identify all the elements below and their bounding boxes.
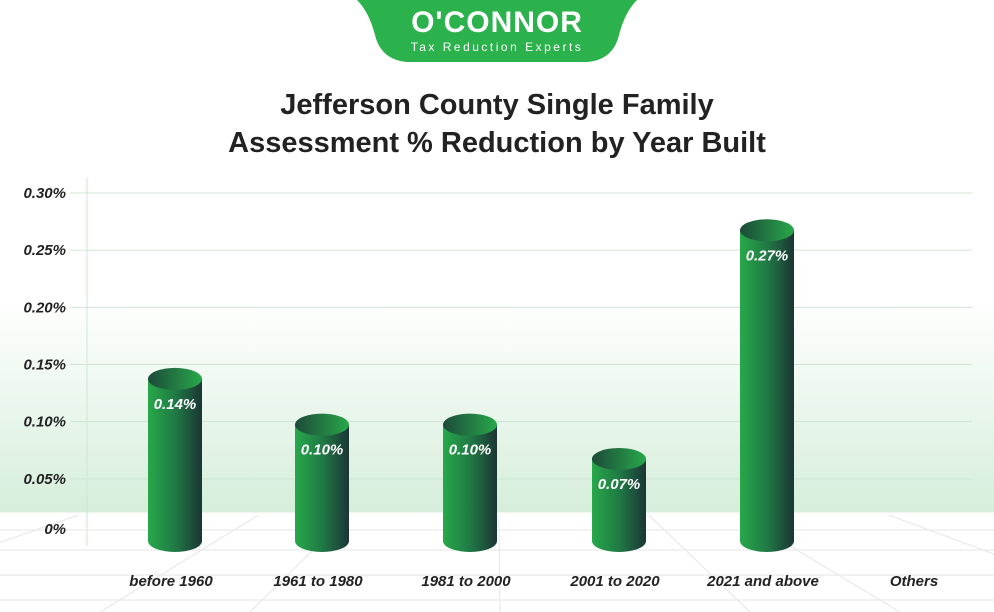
floor-line (0, 514, 79, 543)
logo-tagline: Tax Reduction Experts (410, 40, 584, 54)
bar-top (295, 413, 349, 436)
bar (148, 378, 202, 552)
floor-line (99, 514, 260, 612)
bar (592, 458, 646, 552)
floor-line (498, 514, 501, 612)
oconnor-logo: O'CONNOR Tax Reduction Experts (357, 0, 637, 64)
y-tick-label: 0.05% (23, 471, 66, 488)
x-tick-label: 2021 and above (706, 573, 819, 590)
data-label: 0.07% (598, 476, 641, 493)
bar (295, 424, 349, 552)
y-tick-label: 0.15% (23, 357, 66, 374)
y-tick-label: 0.25% (23, 242, 66, 259)
y-tick-label: 0.20% (23, 299, 66, 316)
x-tick-label: 2001 to 2020 (569, 573, 660, 590)
data-label: 0.10% (449, 442, 492, 459)
data-label: 0.10% (301, 442, 344, 459)
bar-top (740, 219, 794, 242)
bar-top (443, 413, 497, 436)
logo-brand: O'CONNOR (411, 6, 583, 39)
y-tick-label: 0.10% (23, 414, 66, 431)
floor-line (888, 514, 994, 555)
bar (443, 424, 497, 552)
data-label: 0.27% (746, 247, 789, 264)
y-tick-label: 0% (44, 521, 66, 538)
bar (740, 230, 794, 553)
x-tick-label: before 1960 (129, 573, 213, 590)
x-tick-label: Others (890, 573, 938, 590)
bar-top (592, 447, 646, 470)
x-tick-label: 1981 to 2000 (421, 573, 511, 590)
data-label: 0.14% (154, 396, 197, 413)
floor-line (648, 514, 751, 612)
chart-title: Jefferson County Single Family Assessmen… (0, 86, 994, 162)
bar-top (148, 367, 202, 390)
chart-title-line-1: Jefferson County Single Family (280, 89, 714, 121)
x-tick-label: 1961 to 1980 (273, 573, 363, 590)
y-tick-label: 0.30% (23, 185, 66, 202)
chart-title-line-2: Assessment % Reduction by Year Built (228, 127, 766, 159)
